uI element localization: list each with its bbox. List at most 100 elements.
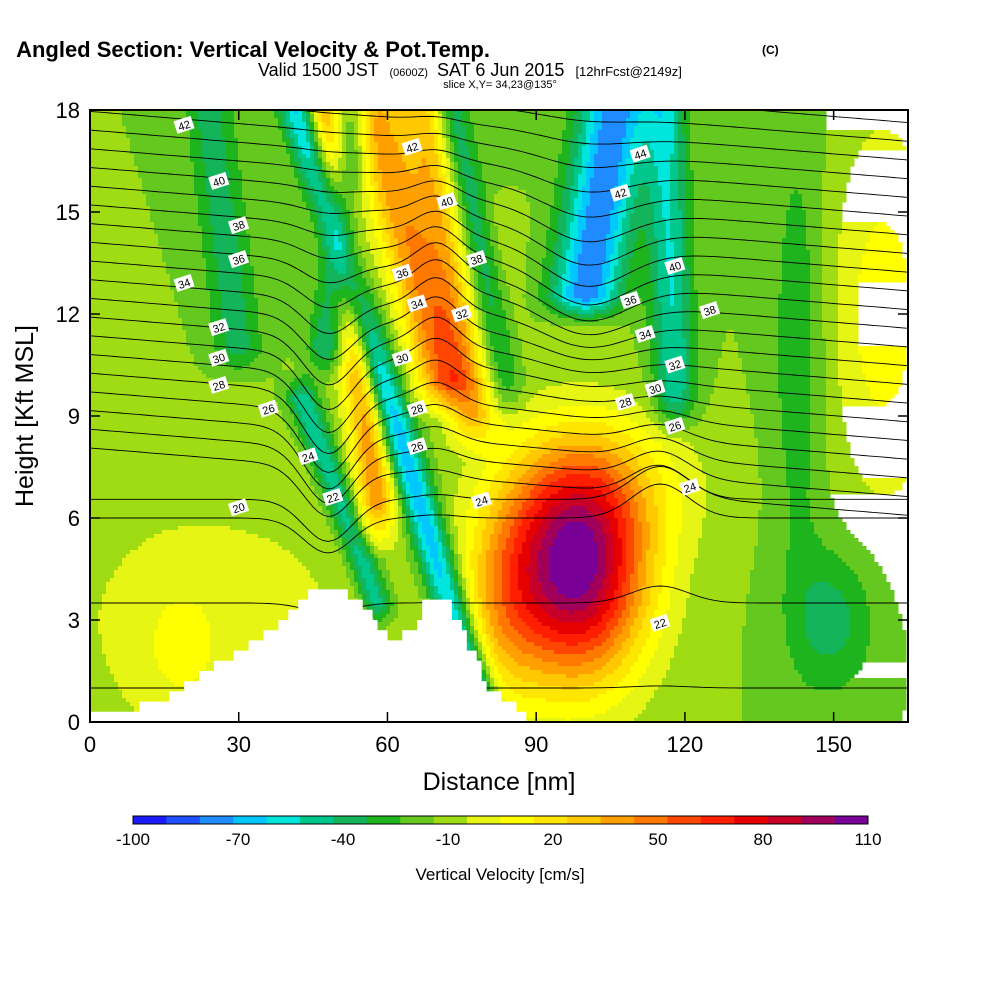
velocity-cell <box>382 286 391 291</box>
velocity-cell <box>502 482 515 487</box>
velocity-cell <box>362 478 367 483</box>
velocity-cell <box>386 246 391 251</box>
velocity-cell <box>626 306 647 311</box>
velocity-cell <box>414 382 423 387</box>
velocity-cell <box>330 306 339 311</box>
velocity-cell <box>530 202 555 207</box>
velocity-cell <box>786 470 811 475</box>
velocity-cell <box>458 482 479 487</box>
velocity-cell <box>694 210 787 215</box>
velocity-cell <box>370 358 375 363</box>
velocity-cell <box>826 146 863 151</box>
velocity-cell <box>402 402 407 407</box>
velocity-cell <box>434 478 443 483</box>
velocity-cell <box>670 294 675 299</box>
velocity-cell <box>342 402 351 407</box>
velocity-cell <box>582 146 591 151</box>
velocity-cell <box>222 130 235 135</box>
velocity-cell <box>466 234 471 239</box>
velocity-cell <box>662 342 687 347</box>
velocity-cell <box>166 270 207 275</box>
velocity-cell <box>602 266 611 271</box>
velocity-cell <box>314 226 319 231</box>
velocity-cell <box>694 450 759 455</box>
velocity-cell <box>450 426 459 431</box>
velocity-cell <box>394 458 399 463</box>
velocity-cell <box>478 154 559 159</box>
velocity-cell <box>574 294 599 299</box>
velocity-cell <box>686 190 695 195</box>
velocity-cell <box>650 250 659 255</box>
velocity-cell <box>486 342 491 347</box>
velocity-cell <box>498 382 503 387</box>
velocity-cell <box>686 170 695 175</box>
velocity-cell <box>458 478 479 483</box>
velocity-cell <box>386 314 391 319</box>
velocity-cell <box>478 298 483 303</box>
velocity-cell <box>394 486 399 491</box>
velocity-cell <box>378 390 383 395</box>
velocity-cell <box>370 354 375 359</box>
velocity-cell <box>462 170 475 175</box>
velocity-cell <box>354 510 359 515</box>
velocity-cell <box>810 422 827 427</box>
velocity-cell <box>454 334 463 339</box>
velocity-cell <box>482 326 487 331</box>
velocity-cell <box>338 438 343 443</box>
velocity-cell <box>474 138 563 143</box>
velocity-cell <box>338 162 347 167</box>
velocity-cell <box>506 326 519 331</box>
velocity-cell <box>438 366 463 371</box>
velocity-cell <box>318 390 327 395</box>
velocity-cell <box>602 446 627 451</box>
velocity-cell <box>390 406 395 411</box>
velocity-cell <box>438 362 463 367</box>
velocity-cell <box>634 158 655 163</box>
velocity-cell <box>362 378 367 383</box>
velocity-cell <box>582 238 607 243</box>
velocity-cell <box>354 398 367 403</box>
velocity-cell <box>342 462 347 467</box>
velocity-cell <box>90 398 275 403</box>
velocity-cell <box>362 342 367 347</box>
velocity-cell <box>354 506 359 511</box>
velocity-cell <box>402 498 407 503</box>
velocity-cell <box>338 434 343 439</box>
velocity-cell <box>350 390 363 395</box>
velocity-cell <box>682 306 691 311</box>
velocity-cell <box>450 154 455 159</box>
velocity-cell <box>374 218 379 223</box>
velocity-cell <box>838 342 859 347</box>
velocity-cell <box>90 426 287 431</box>
velocity-cell <box>346 158 359 163</box>
velocity-cell <box>362 118 367 123</box>
velocity-cell <box>314 146 319 151</box>
velocity-cell <box>634 162 655 167</box>
velocity-cell <box>662 190 671 195</box>
velocity-cell <box>90 290 175 295</box>
velocity-cell <box>386 326 391 331</box>
velocity-cell <box>566 214 575 219</box>
velocity-cell <box>362 426 371 431</box>
velocity-cell <box>674 298 683 303</box>
velocity-cell <box>498 366 515 371</box>
velocity-cell <box>782 274 811 279</box>
velocity-cell <box>654 206 663 211</box>
velocity-cell <box>634 494 643 499</box>
velocity-cell <box>654 234 667 239</box>
velocity-cell <box>318 286 327 291</box>
velocity-cell <box>386 230 395 235</box>
velocity-cell <box>402 154 439 159</box>
velocity-cell <box>454 154 459 159</box>
velocity-cell <box>506 426 515 431</box>
velocity-cell <box>510 386 523 391</box>
velocity-cell <box>318 226 327 231</box>
velocity-cell <box>398 462 403 467</box>
velocity-cell <box>618 218 623 223</box>
velocity-cell <box>334 418 343 423</box>
velocity-cell <box>686 246 695 251</box>
velocity-cell <box>346 478 351 483</box>
velocity-cell <box>90 282 171 287</box>
velocity-cell <box>454 494 475 499</box>
velocity-cell <box>486 330 491 335</box>
